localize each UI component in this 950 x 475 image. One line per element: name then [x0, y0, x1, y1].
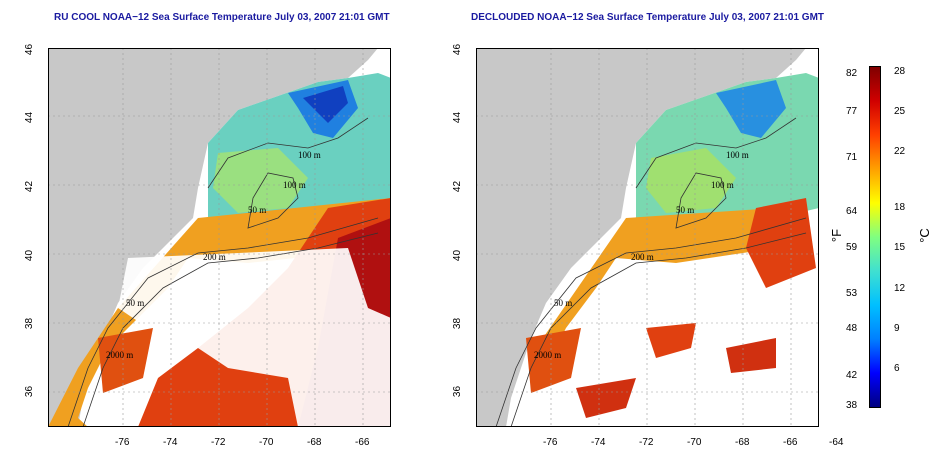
colorbar-f-tick: 48 — [846, 323, 858, 334]
contour-label-200m: 200 m — [203, 252, 226, 262]
warm-patch — [646, 323, 696, 358]
lon-tick-left-70: -70 — [259, 437, 274, 448]
colorbar-gradient — [869, 66, 881, 408]
land-island — [58, 53, 138, 73]
contour-line — [675, 172, 727, 229]
contour-label-100m-b: 100 m — [283, 180, 306, 190]
contour-label-2000m: 2000 m — [534, 350, 561, 360]
lon-tick-right-66: -66 — [783, 437, 798, 448]
contour-line — [247, 172, 299, 229]
colorbar-f-tick: 38 — [846, 400, 858, 411]
contour-label-50m-b: 50 m — [126, 298, 144, 308]
panel-title-left: RU COOL NOAA−12 Sea Surface Temperature … — [54, 12, 390, 23]
lat-tick-right-42: 42 — [452, 180, 464, 193]
contour-label-200m: 200 m — [631, 252, 654, 262]
contour-line — [67, 217, 379, 427]
lon-tick-left-72: -72 — [211, 437, 226, 448]
contour-line — [635, 117, 797, 189]
warm-eddy — [98, 328, 153, 393]
map-panel-left: 100 m 100 m 50 m 200 m 50 m 2000 m — [48, 48, 391, 427]
map-frame — [476, 48, 819, 427]
sst-map-right: 100 m 100 m 50 m 200 m 50 m 2000 m — [476, 48, 819, 427]
contour-label-50m-a: 50 m — [248, 205, 266, 215]
lat-tick-left-38: 38 — [24, 317, 36, 330]
cold-core — [303, 86, 348, 123]
lat-tick-left-44: 44 — [24, 111, 36, 124]
lat-tick-left-46: 46 — [24, 43, 36, 56]
lat-tick-left-42: 42 — [24, 180, 36, 193]
lat-tick-right-40: 40 — [452, 249, 464, 262]
warm-patch — [576, 378, 636, 418]
lat-tick-left-40: 40 — [24, 249, 36, 262]
lon-tick-right-72: -72 — [639, 437, 654, 448]
lon-tick-right-70: -70 — [687, 437, 702, 448]
lat-tick-right-46: 46 — [452, 43, 464, 56]
colorbar-f-tick: 64 — [846, 206, 858, 217]
panel-title-right: DECLOUDED NOAA−12 Sea Surface Temperatur… — [471, 12, 825, 23]
colorbar-c-tick: 28 — [894, 66, 906, 77]
colorbar — [869, 66, 881, 408]
cold-water — [716, 80, 786, 138]
contour-line — [495, 217, 807, 427]
colorbar-c-tick: 12 — [894, 283, 906, 294]
warm-band — [536, 208, 776, 348]
warm-patch — [726, 338, 776, 373]
lon-tick-right-76: -76 — [543, 437, 558, 448]
colorbar-c-tick: 15 — [894, 242, 906, 253]
lon-tick-left-76: -76 — [115, 437, 130, 448]
lon-tick-left-68: -68 — [307, 437, 322, 448]
lon-tick-right-64: -64 — [829, 437, 844, 448]
contour-label-50m-b: 50 m — [554, 298, 572, 308]
map-frame — [48, 48, 391, 427]
contour-line — [82, 232, 379, 427]
colorbar-f-tick: 42 — [846, 370, 858, 381]
contour-label-100m-a: 100 m — [726, 150, 749, 160]
contour-label-100m-b: 100 m — [711, 180, 734, 190]
warm-eddy — [526, 328, 581, 393]
contour-line — [510, 232, 807, 427]
shelf-green — [646, 148, 736, 213]
lat-tick-left-36: 36 — [24, 385, 36, 398]
lon-tick-left-66: -66 — [355, 437, 370, 448]
colorbar-c-tick: 18 — [894, 202, 906, 213]
contour-label-2000m: 2000 m — [106, 350, 133, 360]
fahrenheit-unit-label: °F — [829, 228, 845, 243]
colorbar-f-tick: 77 — [846, 106, 858, 117]
land-mass — [476, 48, 806, 427]
land-mass — [48, 48, 378, 427]
colorbar-c-tick: 22 — [894, 146, 906, 157]
lon-tick-left-74: -74 — [163, 437, 178, 448]
contour-label-50m-a: 50 m — [676, 205, 694, 215]
colorbar-c-tick: 25 — [894, 106, 906, 117]
colorbar-c-tick: 6 — [894, 363, 900, 374]
lat-tick-right-36: 36 — [452, 385, 464, 398]
lon-tick-right-68: -68 — [735, 437, 750, 448]
colorbar-f-tick: 82 — [846, 68, 858, 79]
contour-label-100m-a: 100 m — [298, 150, 321, 160]
sst-map-left: 100 m 100 m 50 m 200 m 50 m 2000 m — [48, 48, 391, 427]
contour-line — [207, 117, 369, 189]
lon-tick-right-74: -74 — [591, 437, 606, 448]
lat-tick-right-44: 44 — [452, 111, 464, 124]
shelf-green — [213, 148, 308, 213]
land-island — [486, 53, 566, 73]
lat-tick-right-38: 38 — [452, 317, 464, 330]
map-panel-right: 100 m 100 m 50 m 200 m 50 m 2000 m — [476, 48, 819, 427]
colorbar-f-tick: 59 — [846, 242, 858, 253]
celsius-unit-label: °C — [916, 228, 932, 243]
colorbar-f-tick: 71 — [846, 152, 858, 163]
clouds — [118, 248, 391, 427]
colorbar-f-tick: 53 — [846, 288, 858, 299]
colorbar-c-tick: 9 — [894, 323, 900, 334]
